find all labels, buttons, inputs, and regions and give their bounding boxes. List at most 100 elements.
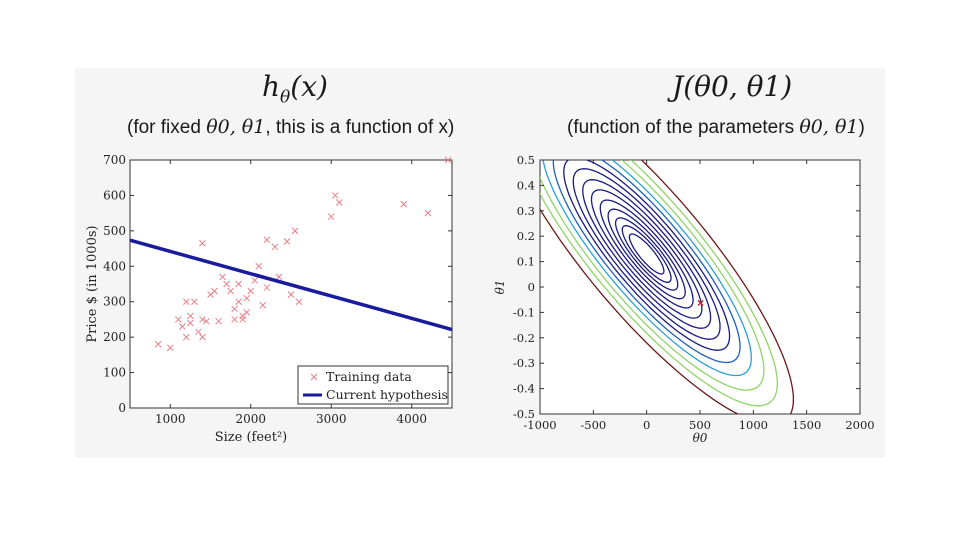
y-tick-label: -0.5 — [513, 407, 535, 421]
y-tick-label: 0.1 — [517, 255, 535, 269]
y-tick-label: 0 — [528, 280, 535, 294]
contour-level — [540, 160, 779, 407]
y-tick-label: 700 — [103, 153, 126, 167]
y-tick-label: -0.1 — [513, 305, 535, 319]
y-tick-label: 0.4 — [517, 178, 535, 192]
training-data-point — [331, 192, 339, 199]
training-data-point — [182, 333, 190, 341]
contour-level — [599, 199, 694, 309]
training-data-point — [154, 340, 162, 348]
y-tick-label: -0.3 — [513, 356, 535, 370]
training-data-point — [239, 316, 247, 323]
contour-level — [572, 168, 721, 340]
legend-label-training: Training data — [326, 369, 412, 384]
training-data-point — [231, 316, 239, 323]
training-data-point — [203, 317, 210, 325]
training-data-point — [199, 316, 206, 323]
y-tick-label: 100 — [103, 366, 126, 380]
contour-level — [552, 160, 741, 364]
training-data-point — [199, 333, 206, 341]
y-tick-label: 400 — [103, 259, 126, 273]
x-tick-label: -500 — [580, 418, 606, 432]
training-data-point — [243, 308, 251, 316]
contour-lines — [540, 160, 795, 414]
x-tick-label: -1000 — [523, 418, 556, 432]
training-data-point — [227, 287, 234, 295]
training-data-point — [166, 344, 174, 352]
contour-level — [621, 225, 672, 283]
legend-box — [297, 365, 449, 405]
x-tick-label: 0 — [643, 418, 650, 432]
contour-level — [607, 208, 686, 300]
y-axis-label: θ1 — [493, 280, 507, 295]
y-tick-label: 200 — [103, 330, 126, 344]
training-data-point — [291, 227, 299, 235]
left-heading-h: h — [262, 70, 281, 103]
right-plot-area — [539, 159, 861, 415]
x-tick-label: 1000 — [739, 418, 768, 432]
contour-level — [628, 233, 665, 275]
training-data-point — [263, 284, 271, 291]
contour-level — [563, 160, 731, 351]
legend-marker-training — [310, 373, 318, 381]
training-data-point — [243, 294, 251, 302]
contour-level — [540, 160, 765, 391]
contour-level — [542, 160, 752, 377]
training-data-point — [191, 298, 198, 306]
y-tick-label: 500 — [103, 224, 126, 238]
training-data-point — [400, 200, 408, 208]
training-data-point — [187, 319, 194, 327]
right-heading: J(θ0, θ1) — [672, 70, 793, 103]
left-subtitle-pre: (for fixed — [127, 117, 207, 138]
y-tick-label: 0 — [118, 401, 126, 415]
training-data-point — [187, 312, 194, 320]
training-data-point — [174, 316, 182, 323]
y-tick-label: 0.3 — [517, 204, 535, 218]
training-data-point — [327, 213, 335, 221]
y-tick-label: 0.5 — [517, 153, 535, 167]
training-data-point — [275, 273, 283, 281]
y-tick-label: 0.2 — [517, 229, 535, 243]
contour-level — [590, 189, 703, 319]
x-tick-label: 2000 — [235, 412, 266, 426]
y-tick-label: -0.4 — [513, 382, 535, 396]
training-data-point — [211, 287, 218, 295]
contour-level — [582, 179, 712, 329]
training-data-point — [424, 209, 432, 217]
contour-level — [540, 160, 795, 414]
y-axis-label: Price $ (in 1000s) — [85, 225, 100, 342]
training-data-point — [283, 238, 291, 245]
y-tick-label: 600 — [103, 188, 126, 202]
right-subtitle-params: θ0, θ1 — [799, 116, 859, 138]
training-data-point — [223, 280, 230, 288]
x-tick-label: 1500 — [792, 418, 821, 432]
training-data-point — [259, 301, 267, 309]
y-tick-label: -0.2 — [513, 331, 535, 345]
contour-level — [614, 217, 679, 291]
training-data-point — [295, 298, 303, 306]
left-heading-arg: (x) — [290, 70, 328, 103]
training-data-point — [251, 277, 259, 284]
left-subtitle: (for fixed θ0, θ1, this is a function of… — [127, 116, 454, 139]
training-data-point — [219, 273, 226, 281]
training-data-point — [215, 317, 222, 325]
training-data-point — [195, 328, 202, 336]
training-data-point — [287, 291, 295, 298]
x-tick-label: 500 — [689, 418, 711, 432]
x-tick-label: 1000 — [155, 412, 186, 426]
left-heading: hθ(x) — [262, 70, 328, 108]
right-subtitle-post: ) — [858, 117, 865, 138]
training-data-point — [231, 305, 239, 313]
current-parameters-marker — [697, 299, 704, 307]
training-data-point — [444, 156, 452, 164]
left-heading-sub: θ — [280, 87, 291, 108]
legend-label-hypothesis: Current hypothesis — [326, 387, 448, 402]
training-data-point — [199, 239, 206, 247]
left-subtitle-params: θ0, θ1 — [206, 116, 266, 138]
training-data-point — [247, 287, 255, 295]
x-axis-label: Size (feet²) — [215, 430, 288, 445]
left-subtitle-post: , this is a function of x) — [265, 117, 455, 138]
training-data-point — [235, 298, 243, 306]
